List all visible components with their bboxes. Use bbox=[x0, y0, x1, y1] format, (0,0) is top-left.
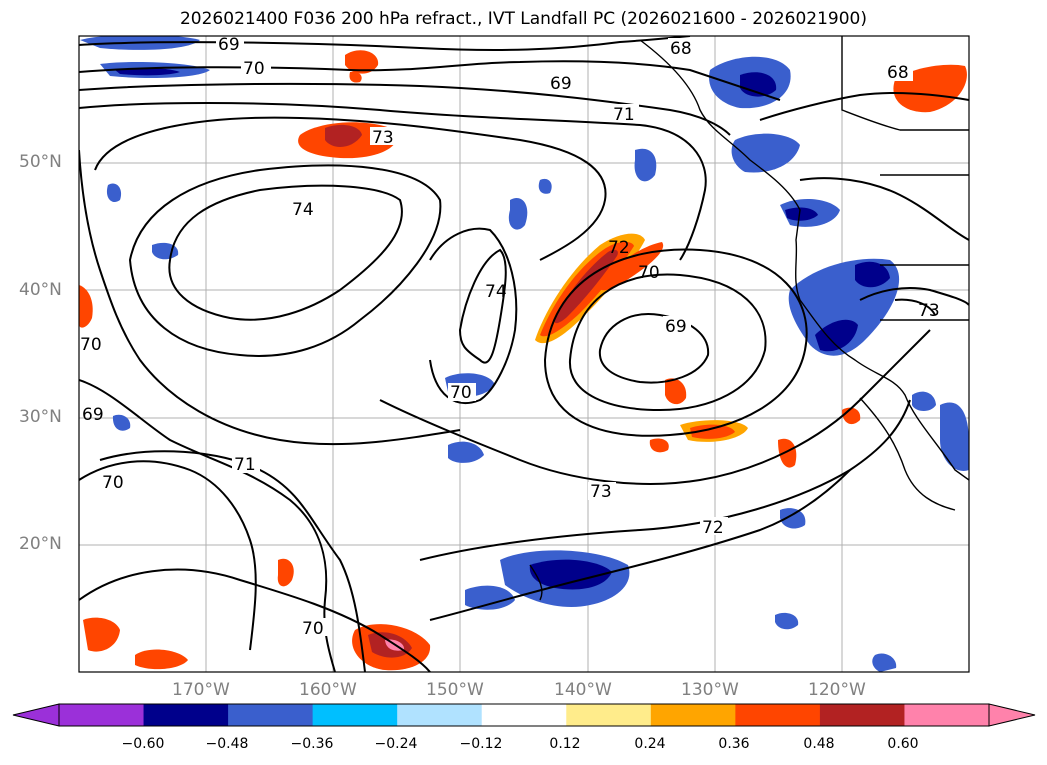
contour-label: 69 bbox=[665, 317, 687, 337]
contour-label: 70 bbox=[80, 335, 102, 355]
contour-label: 70 bbox=[450, 383, 472, 403]
map-title: 2026021400 F036 200 hPa refract., IVT La… bbox=[179, 9, 867, 29]
colorbar-tick-label: 0.24 bbox=[634, 736, 666, 752]
colorbar-extend-low bbox=[12, 703, 60, 727]
colorbar-tick-label: −0.48 bbox=[205, 736, 249, 752]
contour-label: 73 bbox=[372, 128, 394, 148]
colorbar-tick-label: −0.60 bbox=[121, 736, 165, 752]
lon-label: 120°W bbox=[808, 680, 866, 700]
colorbar-tick-label: −0.36 bbox=[290, 736, 334, 752]
lat-label: 20°N bbox=[19, 534, 62, 554]
colorbar-tick-label: −0.12 bbox=[459, 736, 503, 752]
colorbar-tick-label: 0.60 bbox=[887, 736, 919, 752]
colorbar-segment bbox=[397, 704, 483, 726]
colorbar-tick-label: 0.12 bbox=[549, 736, 581, 752]
colorbar-segment bbox=[904, 704, 990, 726]
colorbar bbox=[12, 703, 1036, 727]
lat-label: 40°N bbox=[19, 280, 62, 300]
contour-label: 69 bbox=[82, 405, 104, 425]
colorbar-segment bbox=[143, 704, 229, 726]
colorbar-tick-label: 0.36 bbox=[718, 736, 750, 752]
lon-label: 140°W bbox=[554, 680, 612, 700]
contour-lines bbox=[79, 36, 969, 672]
contour-label: 70 bbox=[302, 619, 324, 639]
contour-label: 71 bbox=[234, 455, 256, 475]
filled-contours bbox=[79, 36, 969, 672]
contour-label: 72 bbox=[608, 238, 630, 258]
contour-label: 74 bbox=[485, 282, 507, 302]
colorbar-extend-high bbox=[988, 703, 1036, 727]
lon-label: 160°W bbox=[299, 680, 357, 700]
colorbar-tick-label: 0.48 bbox=[803, 736, 835, 752]
contour-label: 70 bbox=[638, 263, 660, 283]
colorbar-segment bbox=[819, 704, 905, 726]
map-frame bbox=[78, 35, 970, 673]
contour-label: 74 bbox=[292, 200, 314, 220]
colorbar-segment bbox=[650, 704, 736, 726]
map-area: 69 70 68 69 71 68 73 74 74 72 70 69 73 7… bbox=[79, 35, 969, 672]
colorbar-segment bbox=[566, 704, 652, 726]
contour-label: 70 bbox=[243, 59, 265, 79]
colorbar-segment bbox=[481, 704, 567, 726]
contour-label: 68 bbox=[670, 39, 692, 59]
coastlines bbox=[529, 36, 969, 601]
colorbar-segment bbox=[735, 704, 821, 726]
colorbar-segment bbox=[59, 704, 145, 726]
colorbar-segment bbox=[312, 704, 398, 726]
contour-label: 72 bbox=[702, 518, 724, 538]
contour-label: 71 bbox=[613, 105, 635, 125]
contour-label: 73 bbox=[918, 301, 940, 321]
contour-label: 69 bbox=[550, 74, 572, 94]
colorbar-frame bbox=[58, 703, 990, 727]
contour-label: 69 bbox=[218, 35, 240, 55]
lat-label: 30°N bbox=[19, 407, 62, 427]
contour-label: 70 bbox=[102, 473, 124, 493]
contour-label-group: 69 70 68 69 71 68 73 74 74 72 70 69 73 7… bbox=[80, 35, 940, 639]
lon-label: 170°W bbox=[172, 680, 230, 700]
lat-label: 50°N bbox=[19, 152, 62, 172]
colorbar-tick-label: −0.24 bbox=[374, 736, 418, 752]
lon-label: 130°W bbox=[681, 680, 739, 700]
contour-label: 73 bbox=[590, 482, 612, 502]
colorbar-segment bbox=[228, 704, 314, 726]
contour-label: 68 bbox=[887, 63, 909, 83]
lon-label: 150°W bbox=[426, 680, 484, 700]
